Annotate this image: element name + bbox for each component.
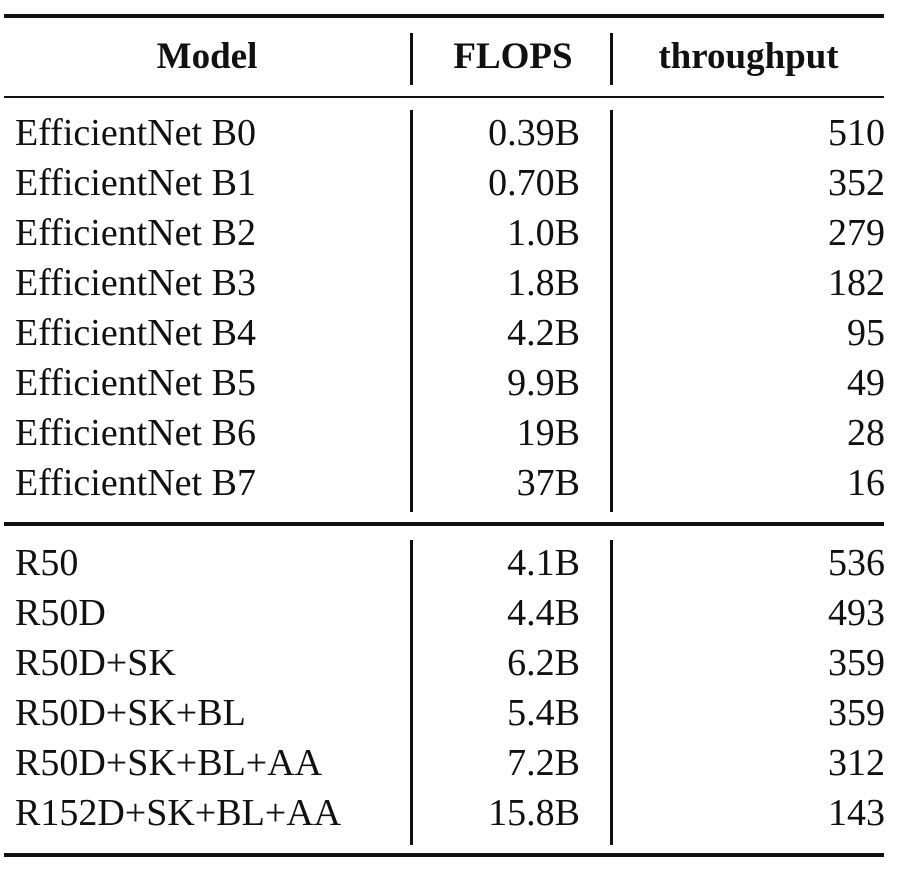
table-row-throughput: 95 — [847, 312, 885, 354]
header-flops: FLOPS — [453, 36, 573, 77]
table-row-flops: 1.0B — [507, 212, 580, 254]
table-row-throughput: 182 — [828, 262, 885, 304]
table-row-flops: 7.2B — [507, 742, 580, 784]
table-row-throughput: 493 — [828, 592, 885, 634]
header-vline-2 — [610, 33, 613, 85]
table-row-model: EfficientNet B3 — [15, 262, 256, 304]
table-row-throughput: 536 — [828, 542, 885, 584]
header-rule — [4, 96, 884, 98]
table-row-throughput: 143 — [828, 792, 885, 834]
table-row-model: EfficientNet B5 — [15, 362, 256, 404]
table-row-flops: 19B — [516, 412, 580, 454]
table-row-model: EfficientNet B1 — [15, 162, 256, 204]
table-row-model: EfficientNet B2 — [15, 212, 256, 254]
table-row-model: R50D+SK+BL+AA — [15, 742, 323, 784]
table-row-model: R50 — [15, 542, 79, 584]
header-throughput: throughput — [658, 36, 839, 77]
table-row-throughput: 359 — [828, 692, 885, 734]
table-row-model: EfficientNet B0 — [15, 112, 256, 154]
table-row-model: EfficientNet B7 — [15, 462, 256, 504]
table-row-model: EfficientNet B6 — [15, 412, 256, 454]
table-row-flops: 0.39B — [488, 112, 580, 154]
table-row-model: R50D+SK — [15, 642, 176, 684]
table-row-throughput: 352 — [828, 162, 885, 204]
group1-vline-2 — [610, 110, 613, 512]
table-row-flops: 6.2B — [507, 642, 580, 684]
table-row-model: EfficientNet B4 — [15, 312, 256, 354]
table-row-flops: 15.8B — [488, 792, 580, 834]
table-row-throughput: 28 — [847, 412, 885, 454]
table-row-model: R152D+SK+BL+AA — [15, 792, 342, 834]
table-row-flops: 1.8B — [507, 262, 580, 304]
table-row-throughput: 49 — [847, 362, 885, 404]
top-rule — [4, 14, 884, 18]
table-row-throughput: 312 — [828, 742, 885, 784]
table-row-model: R50D — [15, 592, 106, 634]
header-model: Model — [156, 36, 258, 77]
table-row-model: R50D+SK+BL — [15, 692, 246, 734]
table-row-flops: 9.9B — [507, 362, 580, 404]
bottom-rule — [4, 853, 884, 857]
table-row-throughput: 510 — [828, 112, 885, 154]
group2-vline-2 — [610, 540, 613, 845]
group2-vline-1 — [410, 540, 413, 845]
table-row-flops: 5.4B — [507, 692, 580, 734]
table-row-flops: 0.70B — [488, 162, 580, 204]
table-row-flops: 37B — [516, 462, 580, 504]
group-divider-rule — [4, 522, 884, 526]
table-row-flops: 4.4B — [507, 592, 580, 634]
table-row-throughput: 279 — [828, 212, 885, 254]
table-row-flops: 4.1B — [507, 542, 580, 584]
header-vline-1 — [410, 33, 413, 85]
group1-vline-1 — [410, 110, 413, 512]
table-row-throughput: 16 — [847, 462, 885, 504]
table-row-flops: 4.2B — [507, 312, 580, 354]
table-row-throughput: 359 — [828, 642, 885, 684]
